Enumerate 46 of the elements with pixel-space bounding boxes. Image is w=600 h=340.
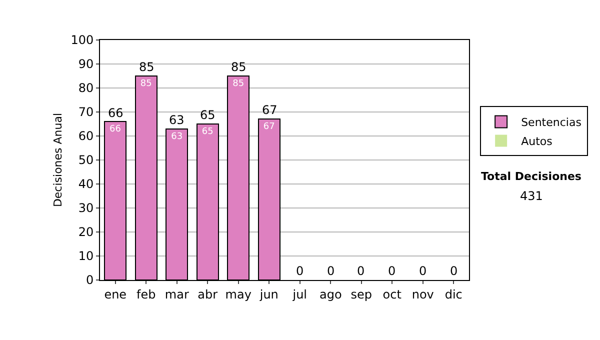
x-tick-label: dic xyxy=(444,287,462,302)
x-tick-label: jul xyxy=(292,287,308,302)
total-label: 0 xyxy=(327,264,335,278)
total-label: 65 xyxy=(200,108,216,122)
x-tick-label: oct xyxy=(382,287,402,302)
total-label: 66 xyxy=(108,106,124,120)
data-label: 85 xyxy=(140,79,152,89)
y-tick-label: 10 xyxy=(78,249,94,264)
legend-label: Sentencias xyxy=(521,116,582,129)
x-tick-label: sep xyxy=(350,287,372,302)
x-tick-label: ene xyxy=(104,287,127,302)
y-tick-label: 40 xyxy=(78,177,94,192)
total-label: 85 xyxy=(231,60,246,74)
data-label: 67 xyxy=(263,122,275,132)
total-label: 85 xyxy=(139,60,154,74)
total-label: 0 xyxy=(296,264,304,278)
total-label: 0 xyxy=(450,264,458,278)
total-label: 0 xyxy=(357,264,365,278)
y-tick-label: 90 xyxy=(78,57,94,72)
data-label: 65 xyxy=(202,127,214,137)
y-tick-label: 0 xyxy=(86,273,94,288)
y-tick-label: 20 xyxy=(78,225,94,240)
data-label: 63 xyxy=(171,132,183,142)
y-tick-label: 80 xyxy=(78,81,94,96)
text: Total Decisiones xyxy=(481,170,582,183)
y-tick-label: 70 xyxy=(78,105,94,120)
y-axis-title: Decisiones Anual xyxy=(51,112,64,208)
x-tick-label: mar xyxy=(164,287,189,302)
total-label: 63 xyxy=(169,113,184,127)
y-tick-label: 50 xyxy=(78,153,94,168)
x-tick-label: nov xyxy=(412,287,434,302)
total-label: 67 xyxy=(262,103,278,117)
data-label: 85 xyxy=(232,79,244,89)
x-tick-label: may xyxy=(225,287,252,302)
x-tick-label: ago xyxy=(319,287,342,302)
data-label: 66 xyxy=(110,124,122,135)
y-tick-label: 30 xyxy=(78,201,94,216)
total-label: 0 xyxy=(419,264,427,278)
text: 431 xyxy=(520,189,543,203)
x-tick-label: feb xyxy=(136,287,156,302)
x-tick-label: jun xyxy=(258,287,278,302)
total-label: 0 xyxy=(388,264,396,278)
x-tick-label: abr xyxy=(198,287,218,302)
legend-label: Autos xyxy=(521,134,553,148)
y-tick-label: 60 xyxy=(78,129,94,144)
y-tick-label: 100 xyxy=(70,33,94,48)
